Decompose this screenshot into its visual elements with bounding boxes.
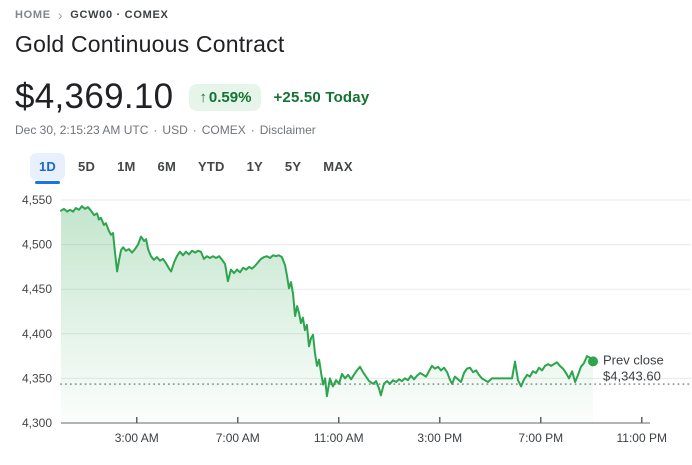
tab-5y[interactable]: 5Y — [276, 153, 310, 180]
quote-currency: USD — [162, 123, 188, 137]
tab-5d[interactable]: 5D — [69, 153, 104, 180]
change-percent-badge: ↑ 0.59% — [189, 83, 262, 111]
quote-row: $4,369.10 ↑ 0.59% +25.50 Today — [15, 79, 677, 115]
breadcrumb: HOME › GCW00 · COMEX — [15, 6, 677, 23]
range-tabs: 1D 5D 1M 6M YTD 1Y 5Y MAX — [30, 153, 677, 184]
y-axis-label: 4,400 — [22, 327, 52, 341]
tab-1d[interactable]: 1D — [30, 153, 66, 184]
prev-close-value: $4,343.60 — [603, 368, 661, 383]
y-axis-label: 4,500 — [22, 238, 52, 252]
y-axis-label: 4,350 — [22, 371, 52, 385]
tab-1y[interactable]: 1Y — [238, 153, 272, 180]
separator-dot: · — [153, 123, 158, 137]
price-chart[interactable]: 4,550 4,500 4,450 4,400 4,350 4,300 3:00 AM 7:0… — [0, 193, 692, 462]
x-axis-label: 3:00 PM — [417, 431, 462, 445]
x-axis-label: 7:00 AM — [216, 431, 260, 445]
x-axis-label: 11:00 PM — [617, 431, 667, 445]
current-price: $4,369.10 — [15, 77, 174, 116]
y-axis-label: 4,550 — [22, 193, 52, 207]
chart-svg: 4,550 4,500 4,450 4,400 4,350 4,300 3:00 AM 7:0… — [22, 193, 691, 445]
disclaimer-link[interactable]: Disclaimer — [259, 123, 316, 137]
tab-6m[interactable]: 6M — [149, 153, 185, 180]
tab-1m[interactable]: 1M — [108, 153, 144, 180]
tab-ytd[interactable]: YTD — [189, 153, 234, 180]
quote-meta: Dec 30, 2:15:23 AM UTC · USD · COMEX · D… — [15, 123, 677, 137]
up-arrow-icon: ↑ — [199, 88, 207, 106]
quote-header: HOME › GCW00 · COMEX Gold Continuous Con… — [0, 0, 692, 184]
y-axis-label: 4,300 — [22, 416, 52, 430]
breadcrumb-symbol: GCW00 · COMEX — [70, 9, 169, 21]
y-axis-label: 4,450 — [22, 282, 52, 296]
area-fill — [61, 206, 593, 423]
change-absolute: +25.50 Today — [273, 88, 370, 106]
x-axis-label: 3:00 AM — [115, 431, 159, 445]
page-title: Gold Continuous Contract — [15, 31, 285, 57]
tab-max[interactable]: MAX — [314, 153, 362, 180]
separator-dot: · — [192, 123, 197, 137]
quote-exchange: COMEX — [201, 123, 246, 137]
x-axis-label: 11:00 AM — [314, 431, 364, 445]
breadcrumb-home-link[interactable]: HOME — [15, 9, 51, 21]
last-price-dot — [588, 356, 599, 367]
prev-close-label: Prev close — [603, 352, 664, 367]
chevron-right-icon: › — [57, 6, 64, 23]
x-axis-label: 7:00 PM — [518, 431, 563, 445]
change-percent-value: 0.59% — [208, 88, 252, 106]
quote-timestamp: Dec 30, 2:15:23 AM UTC — [15, 123, 149, 137]
separator-dot: · — [250, 123, 255, 137]
price-line — [60, 205, 594, 398]
